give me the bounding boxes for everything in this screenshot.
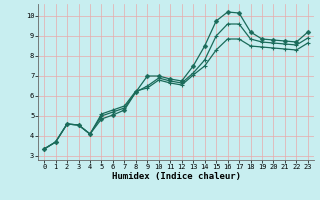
X-axis label: Humidex (Indice chaleur): Humidex (Indice chaleur) [111, 172, 241, 181]
